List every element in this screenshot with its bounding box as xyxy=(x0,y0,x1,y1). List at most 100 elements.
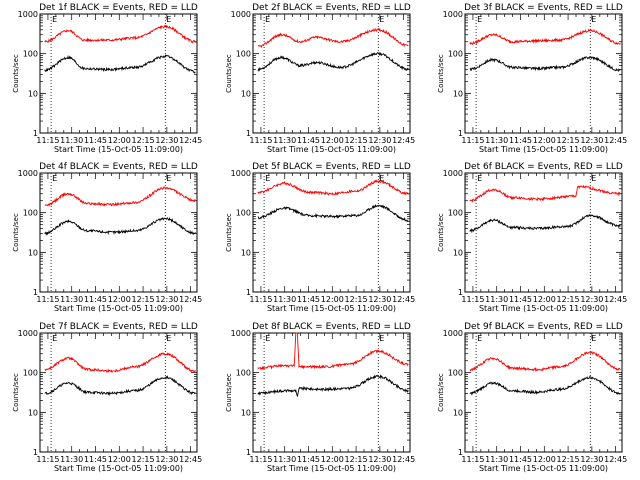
series-line-events xyxy=(469,213,621,234)
y-tick-label: 10 xyxy=(28,248,38,257)
y-tick-label: 1 xyxy=(33,129,38,138)
y-tick-label: 1 xyxy=(33,448,38,457)
chart-panel: Det 1f BLACK = Events, RED = LLD 1 10 100 10… xyxy=(12,3,202,154)
series-line-events xyxy=(257,203,409,222)
y-tick-label: 100 xyxy=(448,209,463,218)
event-marker-label: E xyxy=(166,15,171,24)
y-tick-label: 100 xyxy=(236,369,251,378)
x-tick-label: 11:15 xyxy=(461,295,484,304)
x-tick-label: 11:30 xyxy=(273,455,296,464)
event-marker-label: E xyxy=(379,15,384,24)
x-tick-label: 12:45 xyxy=(392,455,415,464)
x-tick-label: 12:00 xyxy=(321,136,344,145)
chart-panel: Det 4f BLACK = Events, RED = LLD 1 10 100 10… xyxy=(12,162,202,313)
chart-title: Det 6f BLACK = Events, RED = LLD xyxy=(464,162,623,172)
x-tick-label: 12:30 xyxy=(155,455,178,464)
series-line-lld xyxy=(469,28,621,46)
y-tick-label: 1 xyxy=(246,448,251,457)
x-tick-label: 11:45 xyxy=(509,295,532,304)
y-tick-label: 10 xyxy=(241,248,251,257)
series-line-events xyxy=(44,216,196,236)
x-tick-label: 12:30 xyxy=(580,136,603,145)
chart-panel: Det 6f BLACK = Events, RED = LLD 1 10 100 10… xyxy=(437,162,627,313)
x-tick-label: 11:30 xyxy=(485,295,508,304)
event-marker-label: E xyxy=(166,174,171,183)
series-line-lld xyxy=(257,27,409,49)
x-tick-label: 11:45 xyxy=(84,136,107,145)
y-tick-label: 1000 xyxy=(231,10,251,19)
x-tick-label: 12:15 xyxy=(557,136,580,145)
y-axis-label: Counts/sec xyxy=(437,373,445,412)
plot-frame xyxy=(464,172,623,293)
chart-title: Det 1f BLACK = Events, RED = LLD xyxy=(39,3,198,13)
x-tick-label: 12:00 xyxy=(321,295,344,304)
chart-title: Det 9f BLACK = Events, RED = LLD xyxy=(464,322,623,332)
series-line-lld xyxy=(257,179,409,196)
series-line-lld xyxy=(469,184,621,203)
x-tick-label: 11:30 xyxy=(273,295,296,304)
y-axis-label: Counts/sec xyxy=(225,213,233,252)
x-tick-label: 12:00 xyxy=(533,455,556,464)
y-tick-label: 10 xyxy=(453,408,463,417)
chart-title: Det 2f BLACK = Events, RED = LLD xyxy=(252,3,411,13)
x-tick-label: 12:15 xyxy=(132,136,155,145)
series-line-lld xyxy=(257,332,409,371)
x-tick-label: 12:30 xyxy=(155,136,178,145)
x-tick-label: 11:30 xyxy=(60,295,83,304)
x-tick-label: 11:15 xyxy=(461,136,484,145)
y-tick-label: 1000 xyxy=(443,169,463,178)
y-tick-label: 1 xyxy=(246,129,251,138)
x-tick-label: 11:30 xyxy=(60,455,83,464)
x-tick-label: 11:30 xyxy=(273,136,296,145)
y-tick-label: 1000 xyxy=(231,169,251,178)
x-tick-label: 12:00 xyxy=(108,136,131,145)
x-tick-label: 12:00 xyxy=(321,455,344,464)
x-tick-label: 12:00 xyxy=(533,136,556,145)
x-tick-label: 11:15 xyxy=(36,136,59,145)
x-tick-label: 11:45 xyxy=(84,455,107,464)
y-tick-label: 1 xyxy=(33,288,38,297)
x-tick-label: 12:15 xyxy=(345,136,368,145)
chart-title: Det 5f BLACK = Events, RED = LLD xyxy=(252,162,411,172)
chart-title: Det 7f BLACK = Events, RED = LLD xyxy=(39,322,198,332)
series-line-events xyxy=(44,53,196,74)
series-line-lld xyxy=(44,352,196,373)
series-line-lld xyxy=(44,24,196,44)
y-tick-label: 10 xyxy=(241,89,251,98)
x-tick-label: 12:15 xyxy=(557,455,580,464)
y-tick-label: 1000 xyxy=(231,329,251,338)
plot-frame xyxy=(252,172,411,293)
y-tick-label: 10 xyxy=(453,248,463,257)
x-tick-label: 11:45 xyxy=(297,455,320,464)
series-line-events xyxy=(469,55,621,73)
x-tick-label: 12:15 xyxy=(345,455,368,464)
chart-panel: Det 5f BLACK = Events, RED = LLD 1 10 100 10… xyxy=(225,162,415,313)
chart-panel: Det 8f BLACK = Events, RED = LLD 1 10 100 10… xyxy=(225,322,415,473)
x-tick-label: 12:45 xyxy=(179,295,202,304)
y-tick-label: 1000 xyxy=(443,10,463,19)
y-axis-label: Counts/sec xyxy=(12,54,20,93)
chart-panel: Det 7f BLACK = Events, RED = LLD 1 10 100 10… xyxy=(12,322,202,473)
y-axis-label: Counts/sec xyxy=(225,54,233,93)
x-tick-label: 12:30 xyxy=(580,455,603,464)
event-marker-label: E xyxy=(166,334,171,343)
x-tick-label: 11:45 xyxy=(297,295,320,304)
y-tick-label: 1000 xyxy=(18,10,38,19)
x-tick-label: 12:30 xyxy=(155,295,178,304)
plot-frame xyxy=(464,332,623,453)
plot-frame xyxy=(39,13,198,134)
series-line-lld xyxy=(469,350,621,372)
chart-title: Det 8f BLACK = Events, RED = LLD xyxy=(252,322,411,332)
plot-frame xyxy=(252,13,411,134)
plot-frame xyxy=(39,332,198,453)
x-tick-label: 11:15 xyxy=(36,295,59,304)
y-tick-label: 100 xyxy=(23,369,38,378)
x-tick-label: 12:45 xyxy=(179,136,202,145)
chart-panel: Det 9f BLACK = Events, RED = LLD 1 10 100 10… xyxy=(437,322,627,473)
y-tick-label: 1000 xyxy=(443,329,463,338)
y-tick-label: 100 xyxy=(23,50,38,59)
x-axis-label: Start Time (15-Oct-05 11:09:00) xyxy=(479,145,608,154)
x-tick-label: 12:15 xyxy=(132,295,155,304)
plot-frame xyxy=(39,172,198,293)
chart-panel: Det 3f BLACK = Events, RED = LLD 1 10 100 10… xyxy=(437,3,627,154)
